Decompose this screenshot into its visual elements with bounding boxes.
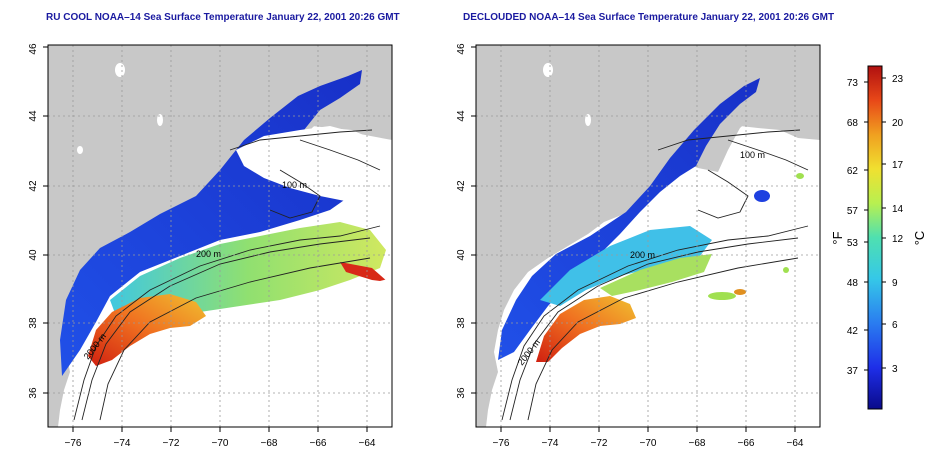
y-tick-label: 40 xyxy=(28,249,39,261)
x-tick-label: −70 xyxy=(212,438,229,449)
bathymetry-contours xyxy=(73,129,381,421)
x-tick-label: −64 xyxy=(359,438,376,449)
y-tick-label: 38 xyxy=(456,317,467,329)
left-x-axis: −76 −74 −72 −70 −68 −66 −64 xyxy=(65,427,376,449)
fahrenheit-tick: 73 xyxy=(847,78,859,89)
fahrenheit-tick: 68 xyxy=(847,118,859,129)
contour-label-100m: 100 m xyxy=(282,180,307,190)
sst-cold-water xyxy=(498,78,760,360)
celsius-tick: 23 xyxy=(892,74,904,85)
land-mass xyxy=(48,45,392,427)
sst-warm-water xyxy=(88,294,206,366)
land-nova-scotia xyxy=(300,86,392,140)
fahrenheit-label: °F xyxy=(830,231,845,244)
y-tick-label: 42 xyxy=(456,180,467,192)
contour-label-200m: 200 m xyxy=(196,249,221,259)
celsius-label: °C xyxy=(912,231,927,246)
right-map-panel: 100 m 200 m 2000 m xyxy=(475,44,821,428)
x-tick-label: −72 xyxy=(591,438,608,449)
y-tick-label: 36 xyxy=(456,387,467,399)
celsius-tick: 9 xyxy=(892,278,898,289)
y-tick-label: 44 xyxy=(28,110,39,122)
x-tick-label: −74 xyxy=(542,438,559,449)
fahrenheit-tick: 48 xyxy=(847,278,859,289)
celsius-tick: 20 xyxy=(892,118,904,129)
x-tick-label: −76 xyxy=(65,438,82,449)
lat-lon-grid xyxy=(476,45,820,427)
y-tick-label: 38 xyxy=(28,317,39,329)
contour-label-100m: 100 m xyxy=(740,150,765,160)
land-mass xyxy=(476,45,820,427)
x-tick-label: −68 xyxy=(261,438,278,449)
right-x-axis: −76 −74 −72 −70 −68 −66 −64 xyxy=(493,427,804,449)
celsius-tick: 3 xyxy=(892,364,898,375)
celsius-tick: 17 xyxy=(892,160,904,171)
fahrenheit-tick: 37 xyxy=(847,366,859,377)
lat-lon-grid xyxy=(48,45,392,427)
celsius-tick: 12 xyxy=(892,234,904,245)
fahrenheit-tick: 42 xyxy=(847,326,859,337)
y-tick-label: 36 xyxy=(28,387,39,399)
left-y-axis: 36 38 40 42 44 46 xyxy=(28,43,48,399)
x-tick-label: −66 xyxy=(310,438,327,449)
fahrenheit-tick: 62 xyxy=(847,166,859,177)
fahrenheit-tick: 53 xyxy=(847,238,859,249)
x-tick-label: −66 xyxy=(738,438,755,449)
x-tick-label: −72 xyxy=(163,438,180,449)
left-map-title: RU COOL NOAA–14 Sea Surface Temperature … xyxy=(46,12,400,23)
x-tick-label: −70 xyxy=(640,438,657,449)
x-tick-label: −64 xyxy=(787,438,804,449)
y-tick-label: 42 xyxy=(28,180,39,192)
celsius-tick: 14 xyxy=(892,204,904,215)
y-tick-label: 44 xyxy=(456,110,467,122)
sst-mid-water xyxy=(110,222,386,318)
celsius-tick: 6 xyxy=(892,320,898,331)
temperature-colorbar: 73 68 62 57 53 48 42 37 23 20 17 14 12 9… xyxy=(830,65,927,410)
bathymetry-contours xyxy=(501,129,809,421)
fahrenheit-tick: 57 xyxy=(847,206,859,217)
contour-label-200m: 200 m xyxy=(630,250,655,260)
sst-warm-water xyxy=(536,296,636,362)
right-map-title: DECLOUDED NOAA–14 Sea Surface Temperatur… xyxy=(463,12,835,23)
x-tick-label: −76 xyxy=(493,438,510,449)
land-nova-scotia xyxy=(728,86,820,140)
x-tick-label: −68 xyxy=(689,438,706,449)
right-y-axis: 36 38 40 42 44 46 xyxy=(456,43,476,399)
left-map-panel: 100 m 200 m 2000 m xyxy=(47,44,393,428)
y-tick-label: 46 xyxy=(28,43,39,55)
x-tick-label: −74 xyxy=(114,438,131,449)
y-tick-label: 46 xyxy=(456,43,467,55)
y-tick-label: 40 xyxy=(456,249,467,261)
